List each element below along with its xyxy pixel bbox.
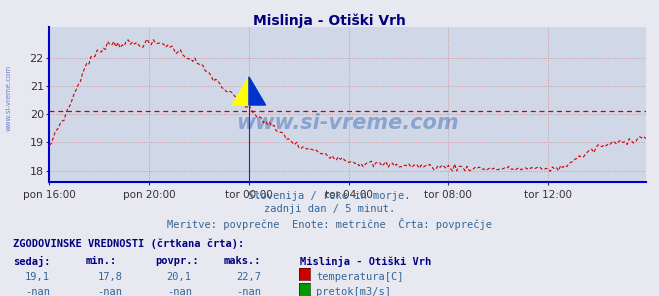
Text: zadnji dan / 5 minut.: zadnji dan / 5 minut. bbox=[264, 204, 395, 214]
Polygon shape bbox=[249, 77, 266, 105]
Text: www.si-vreme.com: www.si-vreme.com bbox=[5, 65, 11, 131]
Text: 22,7: 22,7 bbox=[236, 272, 261, 282]
Text: Meritve: povprečne  Enote: metrične  Črta: povprečje: Meritve: povprečne Enote: metrične Črta:… bbox=[167, 218, 492, 230]
Text: 17,8: 17,8 bbox=[98, 272, 123, 282]
Text: Slovenija / reke in morje.: Slovenija / reke in morje. bbox=[248, 191, 411, 201]
Text: 20,1: 20,1 bbox=[167, 272, 192, 282]
Text: Mislinja - Otiški Vrh: Mislinja - Otiški Vrh bbox=[300, 256, 431, 267]
Text: 19,1: 19,1 bbox=[25, 272, 50, 282]
Text: -nan: -nan bbox=[236, 287, 261, 296]
Text: min.:: min.: bbox=[86, 256, 117, 266]
Text: povpr.:: povpr.: bbox=[155, 256, 198, 266]
Text: -nan: -nan bbox=[98, 287, 123, 296]
Text: temperatura[C]: temperatura[C] bbox=[316, 272, 404, 282]
Text: sedaj:: sedaj: bbox=[13, 256, 51, 267]
Text: -nan: -nan bbox=[167, 287, 192, 296]
Text: maks.:: maks.: bbox=[224, 256, 262, 266]
Polygon shape bbox=[232, 77, 249, 105]
Text: pretok[m3/s]: pretok[m3/s] bbox=[316, 287, 391, 296]
Text: Mislinja - Otiški Vrh: Mislinja - Otiški Vrh bbox=[253, 13, 406, 28]
Text: ZGODOVINSKE VREDNOSTI (črtkana črta):: ZGODOVINSKE VREDNOSTI (črtkana črta): bbox=[13, 238, 244, 249]
Text: www.si-vreme.com: www.si-vreme.com bbox=[237, 113, 459, 133]
Text: -nan: -nan bbox=[25, 287, 50, 296]
